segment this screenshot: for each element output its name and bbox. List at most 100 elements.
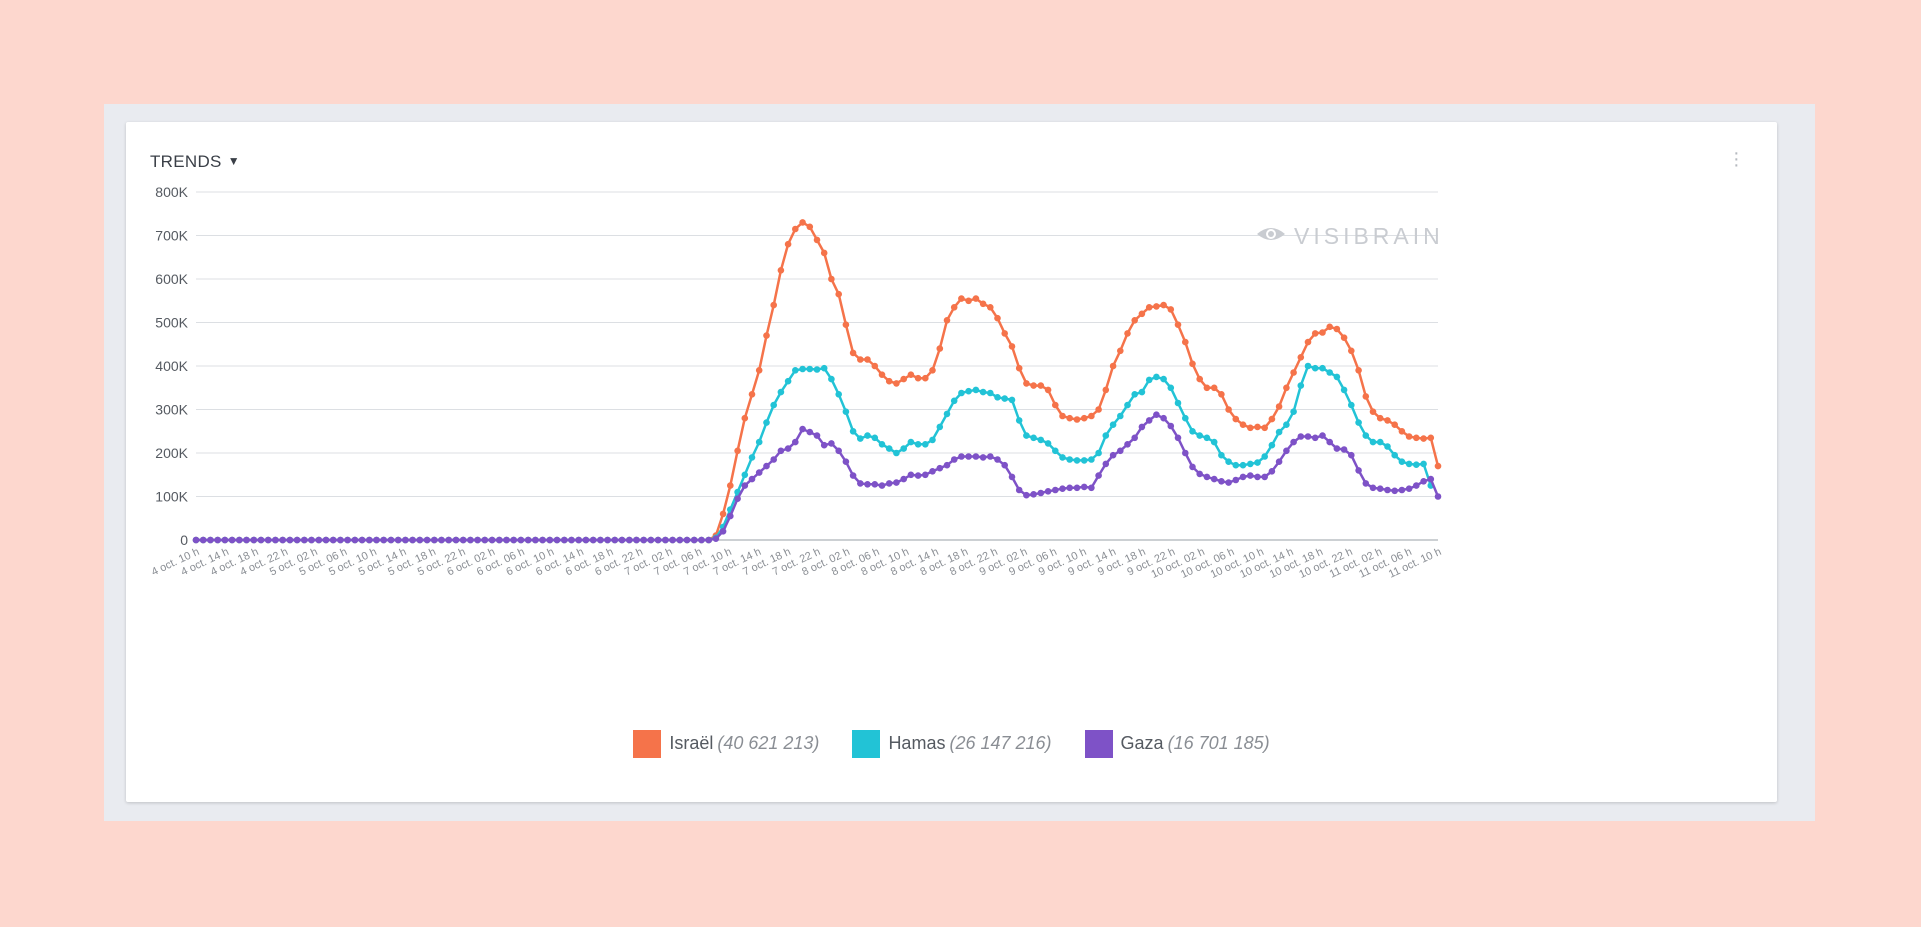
data-point (1001, 395, 1008, 402)
data-point (1124, 330, 1131, 337)
data-point (1030, 382, 1037, 389)
data-point (1232, 415, 1240, 423)
data-point (1225, 406, 1232, 413)
data-point (366, 536, 373, 544)
data-point (1160, 414, 1167, 422)
data-point (1319, 364, 1326, 372)
data-point (1362, 432, 1370, 439)
data-point (806, 428, 814, 436)
data-point (1008, 343, 1016, 350)
data-point (351, 536, 359, 544)
data-point (893, 449, 900, 457)
data-point (467, 536, 474, 544)
data-point (640, 536, 647, 544)
data-point (813, 236, 821, 244)
data-point (1261, 473, 1268, 481)
data-point (1037, 436, 1045, 444)
data-point (979, 300, 987, 308)
data-point (1340, 334, 1348, 341)
data-point (820, 249, 828, 257)
vertical-ellipsis-icon[interactable]: · · · (1733, 142, 1740, 176)
legend-item-gaza[interactable]: Gaza (16 701 185) (1084, 730, 1270, 758)
data-point (1001, 330, 1008, 337)
data-point (1333, 325, 1341, 333)
data-point (1218, 478, 1225, 485)
data-point (1030, 491, 1037, 498)
y-tick-label: 200K (155, 445, 188, 461)
data-point (1015, 417, 1023, 424)
data-point (907, 371, 915, 378)
data-point (1254, 459, 1261, 466)
data-point (820, 364, 828, 372)
data-point (965, 453, 972, 460)
data-point (972, 453, 980, 460)
trends-dropdown[interactable]: TRENDS ▼ (150, 152, 240, 172)
data-point (1131, 317, 1138, 324)
data-point (1023, 491, 1030, 499)
data-point (1167, 306, 1175, 313)
data-point (857, 435, 864, 442)
legend-item-israel[interactable]: Israël (40 621 213) (633, 730, 819, 758)
data-point (662, 536, 669, 544)
data-point (409, 536, 416, 544)
data-point (1138, 423, 1146, 431)
data-point (727, 482, 734, 489)
data-point (1326, 369, 1333, 376)
data-point (1304, 433, 1312, 440)
data-point (1225, 458, 1232, 466)
data-point (207, 536, 214, 544)
data-point (705, 536, 712, 544)
data-point (539, 536, 546, 544)
data-point (893, 479, 900, 486)
data-point (1333, 445, 1341, 452)
legend-label-gaza: Gaza (1120, 732, 1164, 753)
data-point (849, 472, 857, 479)
legend-item-hamas[interactable]: Hamas (26 147 216) (852, 730, 1052, 758)
data-point (1391, 451, 1398, 459)
data-point (575, 536, 582, 544)
data-point (1275, 458, 1283, 466)
data-point (972, 295, 980, 302)
data-point (792, 438, 799, 446)
data-point (1268, 441, 1276, 449)
data-point (1232, 476, 1240, 484)
data-point (958, 453, 965, 460)
data-point (950, 304, 958, 311)
data-point (1420, 460, 1427, 468)
data-point (1037, 489, 1045, 497)
data-point (1145, 417, 1153, 424)
data-point (755, 367, 763, 374)
data-point (857, 356, 864, 363)
data-point (568, 536, 575, 544)
data-point (1015, 486, 1023, 494)
data-point (1160, 375, 1167, 383)
data-point (1109, 362, 1117, 370)
data-point (929, 436, 936, 444)
data-point (712, 535, 720, 542)
data-point (293, 536, 301, 544)
data-point (972, 386, 980, 394)
data-point (1348, 401, 1355, 409)
data-point (1052, 447, 1059, 455)
data-point (849, 428, 857, 435)
data-point (1066, 414, 1073, 422)
data-point (1102, 432, 1110, 439)
eye-icon (1257, 228, 1285, 240)
data-point (1138, 388, 1146, 396)
data-point (510, 536, 517, 544)
data-point (517, 536, 525, 544)
data-point (1174, 399, 1182, 407)
data-point (1247, 424, 1254, 432)
data-point (1398, 458, 1406, 466)
data-point (914, 374, 922, 382)
data-point (1182, 338, 1189, 346)
data-point (1044, 488, 1052, 495)
data-point (380, 536, 387, 544)
data-point (770, 401, 777, 409)
y-tick-label: 0 (180, 532, 188, 548)
data-point (322, 536, 330, 544)
data-point (835, 447, 842, 455)
data-point (987, 389, 994, 397)
data-point (1131, 434, 1138, 442)
y-tick-label: 300K (155, 402, 188, 418)
